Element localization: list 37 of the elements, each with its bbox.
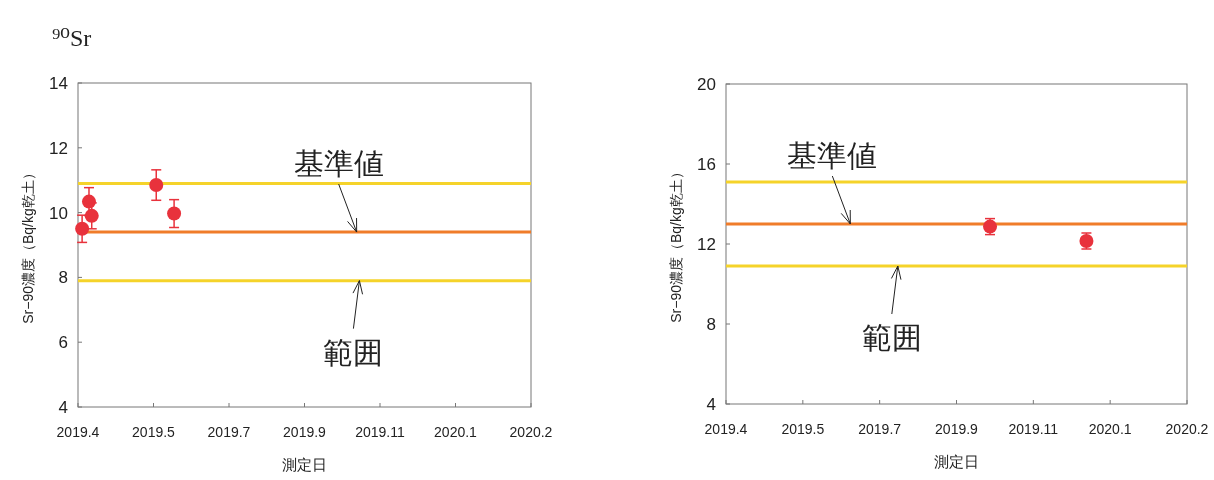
- y-tick-label: 4: [58, 398, 68, 417]
- chart-title: ⁹⁰Sr: [52, 25, 92, 51]
- y-tick-label: 10: [49, 203, 68, 223]
- x-tick-label: 2020.2: [509, 424, 553, 440]
- y-axis-title: Sr−90濃度（Bq/kg乾土）: [668, 165, 684, 323]
- y-tick-label: 6: [58, 333, 68, 353]
- point: [167, 206, 182, 221]
- x-tick-label: 2019.4: [56, 424, 100, 440]
- point: [75, 221, 90, 236]
- y-tick-label: 4: [706, 395, 716, 414]
- x-tick-label: 2019.11: [355, 424, 405, 440]
- annotation: 範囲: [861, 321, 922, 354]
- x-tick-label: 2019.11: [1008, 421, 1059, 437]
- x-tick-label: 2019.4: [704, 421, 748, 437]
- y-tick-label: 20: [697, 75, 716, 94]
- point: [149, 178, 164, 193]
- x-tick-label: 2019.7: [207, 424, 251, 440]
- y-axis-title: Sr−90濃度（Bq/kg乾土）: [20, 166, 36, 324]
- y-tick-label: 8: [706, 315, 716, 334]
- x-axis-title: 測定日: [934, 453, 979, 470]
- annotation: 基準値: [293, 147, 384, 181]
- x-tick-label: 2019.7: [858, 421, 902, 437]
- annotation: 基準値: [787, 139, 878, 172]
- x-tick-label: 2020.1: [1088, 421, 1132, 437]
- x-tick-label: 2019.9: [935, 421, 979, 437]
- annotation: 範囲: [323, 335, 384, 369]
- x-tick-label: 2019.5: [132, 424, 176, 440]
- x-tick-label: 2019.9: [283, 424, 327, 440]
- y-tick-label: 12: [49, 138, 68, 158]
- y-tick-label: 14: [49, 74, 68, 93]
- y-tick-label: 16: [697, 155, 716, 174]
- y-tick-label: 8: [58, 268, 68, 288]
- y-tick-label: 12: [697, 235, 716, 254]
- x-tick-label: 2020.2: [1165, 421, 1209, 437]
- x-tick-label: 2019.5: [781, 421, 825, 437]
- x-tick-label: 2020.1: [434, 424, 478, 440]
- x-axis-title: 測定日: [282, 456, 327, 473]
